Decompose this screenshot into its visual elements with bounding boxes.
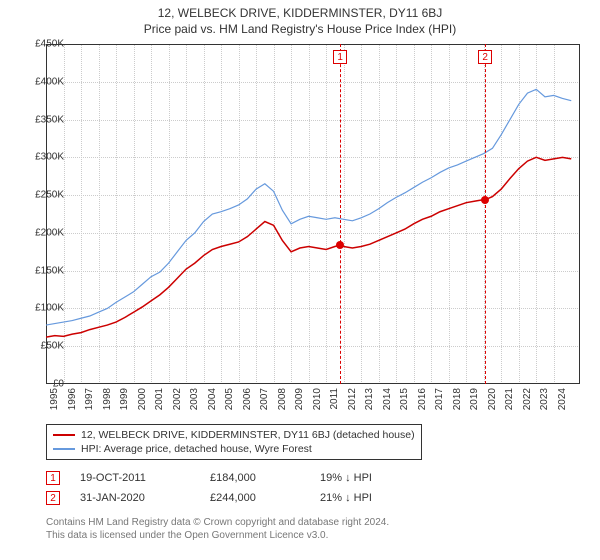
x-tick-label: 2001 (154, 388, 165, 410)
x-tick-label: 2000 (137, 388, 148, 410)
x-tick-label: 1999 (119, 388, 130, 410)
chart-lines (46, 44, 580, 384)
x-tick-label: 2022 (522, 388, 533, 410)
x-tick-label: 1997 (84, 388, 95, 410)
y-tick-label: £250K (20, 190, 64, 201)
x-tick-label: 2017 (434, 388, 445, 410)
sale-vline (340, 44, 341, 384)
x-tick-label: 2013 (364, 388, 375, 410)
legend-row-series1: 12, WELBECK DRIVE, KIDDERMINSTER, DY11 6… (53, 428, 415, 442)
footnote-line1: Contains HM Land Registry data © Crown c… (46, 516, 580, 529)
sale-vline (485, 44, 486, 384)
x-tick-label: 2006 (242, 388, 253, 410)
x-tick-label: 2002 (172, 388, 183, 410)
x-tick-label: 2009 (294, 388, 305, 410)
legend-label-2: HPI: Average price, detached house, Wyre… (81, 443, 312, 455)
footnote: Contains HM Land Registry data © Crown c… (46, 516, 580, 542)
series-line (46, 89, 571, 325)
sale-marker-label: 1 (333, 50, 347, 64)
sale-price-2: £244,000 (210, 492, 300, 504)
x-tick-label: 2023 (539, 388, 550, 410)
x-tick-label: 2024 (557, 388, 568, 410)
sale-row-1: 1 19-OCT-2011 £184,000 19% ↓ HPI (46, 468, 580, 488)
y-tick-label: £450K (20, 39, 64, 50)
x-tick-label: 2015 (399, 388, 410, 410)
sale-date-1: 19-OCT-2011 (80, 472, 190, 484)
sale-badge-1: 1 (46, 471, 60, 485)
chart-container: 12, WELBECK DRIVE, KIDDERMINSTER, DY11 6… (0, 0, 600, 560)
x-tick-label: 2018 (452, 388, 463, 410)
sale-vs-hpi-1: 19% ↓ HPI (320, 472, 410, 484)
y-tick-label: £200K (20, 227, 64, 238)
sale-marker-label: 2 (478, 50, 492, 64)
x-tick-label: 1995 (49, 388, 60, 410)
legend-box: 12, WELBECK DRIVE, KIDDERMINSTER, DY11 6… (46, 424, 422, 460)
x-tick-label: 2004 (207, 388, 218, 410)
x-tick-label: 2016 (417, 388, 428, 410)
x-tick-label: 1998 (102, 388, 113, 410)
x-tick-label: 1996 (67, 388, 78, 410)
legend-label-1: 12, WELBECK DRIVE, KIDDERMINSTER, DY11 6… (81, 429, 415, 441)
y-tick-label: £150K (20, 265, 64, 276)
x-tick-label: 2020 (487, 388, 498, 410)
y-tick-label: £100K (20, 303, 64, 314)
x-tick-label: 2010 (312, 388, 323, 410)
legend-row-series2: HPI: Average price, detached house, Wyre… (53, 442, 415, 456)
sale-price-1: £184,000 (210, 472, 300, 484)
series-line (46, 157, 571, 337)
y-tick-label: £50K (20, 341, 64, 352)
y-tick-label: £350K (20, 114, 64, 125)
x-tick-label: 2014 (382, 388, 393, 410)
y-tick-label: £400K (20, 76, 64, 87)
x-tick-label: 2011 (329, 388, 340, 410)
sale-dot (481, 196, 489, 204)
x-tick-label: 2021 (504, 388, 515, 410)
x-tick-label: 2019 (469, 388, 480, 410)
sale-date-2: 31-JAN-2020 (80, 492, 190, 504)
x-tick-label: 2012 (347, 388, 358, 410)
legend-swatch-2 (53, 448, 75, 450)
x-tick-label: 2007 (259, 388, 270, 410)
sale-badge-2: 2 (46, 491, 60, 505)
legend-and-footer: 12, WELBECK DRIVE, KIDDERMINSTER, DY11 6… (46, 424, 580, 542)
chart-title-line1: 12, WELBECK DRIVE, KIDDERMINSTER, DY11 6… (0, 0, 600, 20)
sale-row-2: 2 31-JAN-2020 £244,000 21% ↓ HPI (46, 488, 580, 508)
chart-title-line2: Price paid vs. HM Land Registry's House … (0, 20, 600, 42)
x-tick-label: 2005 (224, 388, 235, 410)
sales-table: 1 19-OCT-2011 £184,000 19% ↓ HPI 2 31-JA… (46, 468, 580, 508)
x-tick-label: 2003 (189, 388, 200, 410)
footnote-line2: This data is licensed under the Open Gov… (46, 529, 580, 542)
sale-vs-hpi-2: 21% ↓ HPI (320, 492, 410, 504)
x-tick-label: 2008 (277, 388, 288, 410)
legend-swatch-1 (53, 434, 75, 436)
sale-dot (336, 241, 344, 249)
y-tick-label: £300K (20, 152, 64, 163)
